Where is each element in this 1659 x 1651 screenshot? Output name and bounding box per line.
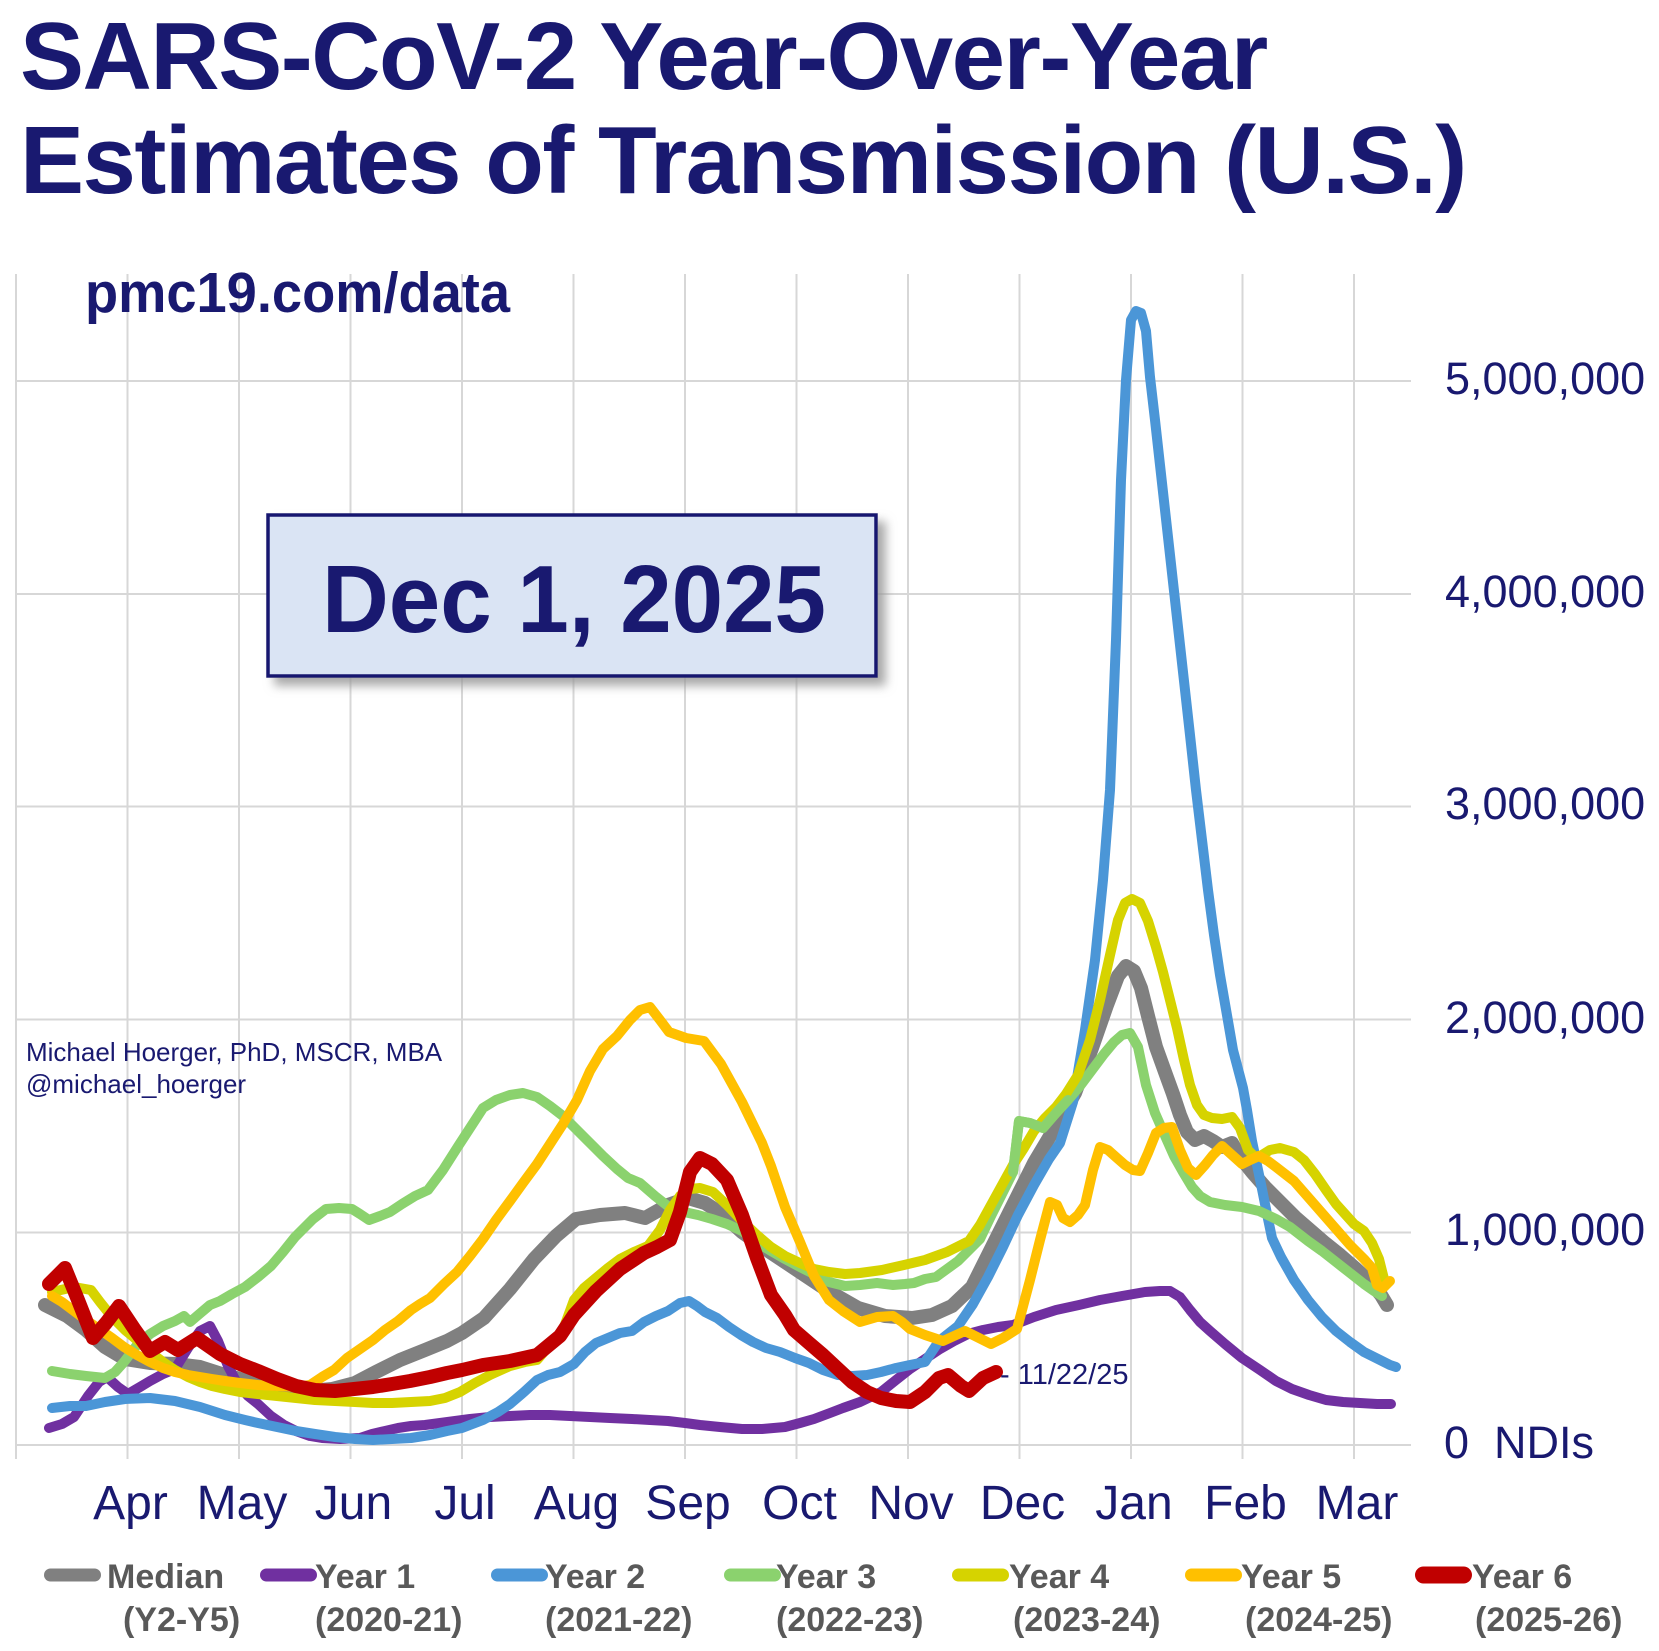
svg-text:Dec: Dec — [980, 1477, 1065, 1530]
svg-text:(2023-24): (2023-24) — [1013, 1601, 1160, 1639]
svg-text:May: May — [197, 1477, 288, 1530]
svg-text:(2024-25): (2024-25) — [1245, 1601, 1392, 1639]
svg-text:Year 3: Year 3 — [776, 1558, 876, 1596]
svg-text:Apr: Apr — [93, 1477, 168, 1530]
svg-text:Feb: Feb — [1204, 1477, 1287, 1530]
svg-text:5,000,000: 5,000,000 — [1445, 353, 1645, 404]
svg-text:Sep: Sep — [645, 1477, 730, 1530]
svg-text:(2021-22): (2021-22) — [545, 1601, 692, 1639]
svg-text:Estimates of Transmission (U.S: Estimates of Transmission (U.S.) — [20, 107, 1466, 214]
svg-text:Dec 1, 2025: Dec 1, 2025 — [322, 546, 826, 653]
svg-text:(2022-23): (2022-23) — [776, 1601, 923, 1639]
svg-text:Nov: Nov — [868, 1477, 953, 1530]
svg-text:@michael_hoerger: @michael_hoerger — [26, 1069, 246, 1099]
svg-text:Median: Median — [107, 1558, 224, 1596]
svg-text:Michael Hoerger, PhD, MSCR, MB: Michael Hoerger, PhD, MSCR, MBA — [26, 1037, 443, 1067]
svg-text:(2020-21): (2020-21) — [315, 1601, 462, 1639]
svg-text:(2025-26): (2025-26) — [1475, 1601, 1622, 1639]
svg-text:pmc19.com/data: pmc19.com/data — [85, 261, 511, 325]
svg-text:Year 4: Year 4 — [1009, 1558, 1109, 1596]
svg-text:SARS-CoV-2 Year-Over-Year: SARS-CoV-2 Year-Over-Year — [20, 3, 1267, 110]
svg-text:(Y2-Y5): (Y2-Y5) — [123, 1601, 240, 1639]
svg-text:Year 1: Year 1 — [315, 1558, 415, 1596]
svg-text:- 11/22/25: - 11/22/25 — [1000, 1359, 1128, 1391]
svg-text:Oct: Oct — [762, 1477, 837, 1530]
svg-text:Year 2: Year 2 — [545, 1558, 645, 1596]
svg-text:Jun: Jun — [315, 1477, 392, 1530]
svg-text:Year 6: Year 6 — [1472, 1558, 1572, 1596]
svg-text:Year 5: Year 5 — [1241, 1558, 1341, 1596]
svg-text:Mar: Mar — [1316, 1477, 1399, 1530]
svg-text:4,000,000: 4,000,000 — [1445, 566, 1645, 617]
svg-text:3,000,000: 3,000,000 — [1445, 778, 1645, 829]
svg-text:1,000,000: 1,000,000 — [1445, 1204, 1645, 1255]
svg-text:2,000,000: 2,000,000 — [1445, 992, 1645, 1043]
svg-text:Jan: Jan — [1095, 1477, 1172, 1530]
svg-text:Aug: Aug — [534, 1477, 619, 1530]
svg-text:0 NDIs: 0 NDIs — [1444, 1417, 1594, 1468]
svg-text:Jul: Jul — [434, 1477, 495, 1530]
